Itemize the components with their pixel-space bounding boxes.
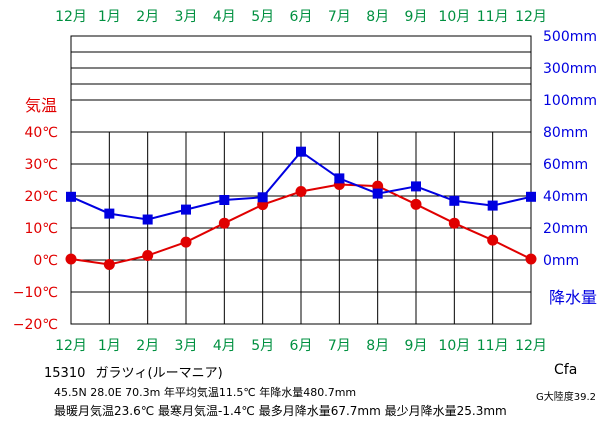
x-tick-label-bottom: 4月	[213, 338, 236, 354]
station-name: ガラツィ(ルーマニア)	[95, 366, 223, 381]
x-tick-label-bottom: 1月	[98, 338, 121, 354]
precipitation-point	[104, 208, 115, 219]
x-tick-label-top: 3月	[175, 9, 198, 25]
right-tick-label: 500mm	[543, 29, 597, 45]
left-tick-label: 0℃	[33, 253, 58, 269]
right-axis-title: 降水量	[549, 288, 597, 307]
precipitation-point	[257, 192, 268, 203]
station-stats-line2: 最暖月気温23.6℃ 最寒月気温-1.4℃ 最多月降水量67.7mm 最少月降水…	[54, 404, 507, 418]
left-tick-label: 30℃	[24, 157, 58, 173]
temperature-point	[410, 198, 422, 210]
x-tick-label-top: 11月	[477, 9, 509, 25]
x-tick-label-bottom: 10月	[438, 338, 470, 354]
station-id: 15310	[44, 366, 86, 381]
x-tick-label-bottom: 2月	[136, 338, 159, 354]
x-tick-label-top: 12月	[515, 9, 547, 25]
precipitation-point	[487, 200, 498, 211]
temperature-point	[103, 258, 115, 270]
x-tick-label-bottom: 6月	[290, 338, 313, 354]
x-tick-label-top: 8月	[366, 9, 389, 25]
left-tick-label: −20℃	[13, 317, 58, 333]
continentality: G大陸度39.2	[536, 392, 597, 403]
right-tick-label: 20mm	[543, 221, 588, 237]
x-tick-label-top: 1月	[98, 9, 121, 25]
x-tick-label-bottom: 12月	[55, 338, 87, 354]
x-tick-label-bottom: 3月	[175, 338, 198, 354]
right-tick-label: 100mm	[543, 93, 597, 109]
temperature-point	[295, 186, 307, 198]
temperature-point	[448, 217, 460, 229]
x-tick-label-bottom: 11月	[477, 338, 509, 354]
right-tick-label: 40mm	[543, 189, 588, 205]
x-tick-label-bottom: 7月	[328, 338, 351, 354]
x-tick-label-bottom: 9月	[405, 338, 428, 354]
temperature-point	[180, 236, 192, 248]
precipitation-point	[526, 191, 536, 202]
temperature-point	[218, 217, 230, 229]
x-tick-label-bottom: 8月	[366, 338, 389, 354]
x-tick-label-bottom: 5月	[251, 338, 274, 354]
precipitation-point	[411, 181, 421, 192]
precipitation-point	[296, 146, 306, 157]
temperature-point	[487, 234, 499, 246]
right-tick-label: 0mm	[543, 253, 579, 269]
temperature-point	[65, 253, 77, 265]
x-tick-label-top: 4月	[213, 9, 236, 25]
left-tick-label: 40℃	[24, 125, 58, 141]
precipitation-point	[372, 188, 383, 199]
right-tick-label: 300mm	[543, 61, 597, 77]
precipitation-point	[66, 191, 76, 202]
right-tick-label: 60mm	[543, 157, 588, 173]
x-tick-label-bottom: 12月	[515, 338, 547, 354]
station-stats-line1: 45.5N 28.0E 70.3m 年平均気温11.5℃ 年降水量480.7mm	[54, 386, 357, 399]
x-tick-label-top: 5月	[251, 9, 274, 25]
precipitation-point	[334, 173, 345, 184]
x-tick-label-top: 12月	[55, 9, 87, 25]
left-tick-label: 20℃	[24, 189, 58, 205]
precipitation-point	[449, 195, 460, 206]
precipitation-point	[142, 214, 153, 225]
x-tick-label-top: 9月	[405, 9, 428, 25]
right-tick-label: 80mm	[543, 125, 588, 141]
left-tick-label: −10℃	[13, 285, 58, 301]
precipitation-point	[219, 195, 230, 205]
x-tick-label-top: 6月	[290, 9, 313, 25]
x-tick-label-top: 2月	[136, 9, 159, 25]
precipitation-point	[181, 204, 191, 215]
left-axis-title: 気温	[25, 96, 57, 115]
x-tick-label-top: 7月	[328, 9, 351, 25]
temperature-point	[142, 250, 154, 262]
left-tick-label: 10℃	[24, 221, 58, 237]
climate-class: Cfa	[554, 362, 578, 378]
x-tick-label-top: 10月	[438, 9, 470, 25]
temperature-point	[525, 253, 537, 265]
